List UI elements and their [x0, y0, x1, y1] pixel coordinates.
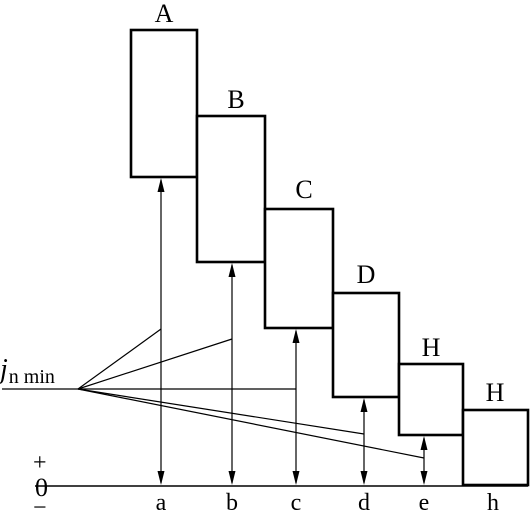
zone-boxes	[129, 28, 530, 487]
zone-box-D	[331, 291, 401, 399]
arrow-e-head-top	[420, 436, 428, 450]
fan-line-b	[77, 338, 233, 390]
zone-label-B: B	[227, 85, 244, 114]
zone-label-H2: H	[486, 378, 505, 407]
zone-box-A	[129, 28, 199, 179]
zone-label-H1: H	[422, 333, 441, 362]
deviation-label-a: a	[156, 490, 167, 515]
arrow-c	[292, 329, 300, 485]
zero-line-zero: 0	[35, 473, 48, 502]
deviation-letters: a b c d e h	[156, 490, 499, 515]
zone-label-D: D	[357, 260, 376, 289]
deviation-label-d: d	[358, 490, 370, 515]
zone-label-C: C	[295, 175, 312, 204]
zone-label-A: A	[155, 0, 174, 28]
arrow-d	[360, 398, 368, 485]
arrow-a	[157, 178, 165, 485]
deviation-label-h: h	[487, 490, 499, 515]
jn-subscript: n min	[9, 366, 55, 388]
arrow-e-head-bottom	[420, 471, 428, 485]
arrow-b	[228, 263, 236, 485]
jn-min-label: jn min	[0, 354, 55, 388]
zone-box-H1	[397, 362, 465, 437]
arrow-b-head-top	[228, 263, 236, 277]
deviation-label-b: b	[226, 490, 238, 515]
arrow-e	[420, 436, 428, 485]
zone-box-H2	[461, 408, 530, 487]
jn-symbol: j	[0, 354, 8, 385]
zone-box-B	[195, 114, 267, 264]
arrow-a-head-top	[157, 178, 165, 192]
arrow-c-head-bottom	[292, 471, 300, 485]
arrow-d-head-top	[360, 398, 368, 412]
zone-letters: A B C D H H	[155, 0, 505, 407]
deviation-label-e: e	[419, 490, 430, 515]
zero-line-minus: −	[33, 495, 47, 515]
jn-fan-lines	[77, 328, 425, 459]
fan-line-a	[77, 328, 162, 390]
zone-box-C	[263, 207, 335, 330]
deviation-arrows	[157, 178, 428, 485]
arrow-b-head-bottom	[228, 471, 236, 485]
zero-line-plus: +	[33, 450, 47, 476]
arrow-a-head-bottom	[157, 471, 165, 485]
deviation-label-c: c	[291, 490, 302, 515]
fan-line-d	[77, 388, 365, 435]
arrow-d-head-bottom	[360, 471, 368, 485]
arrow-c-head-top	[292, 329, 300, 343]
fan-line-e	[77, 388, 425, 459]
